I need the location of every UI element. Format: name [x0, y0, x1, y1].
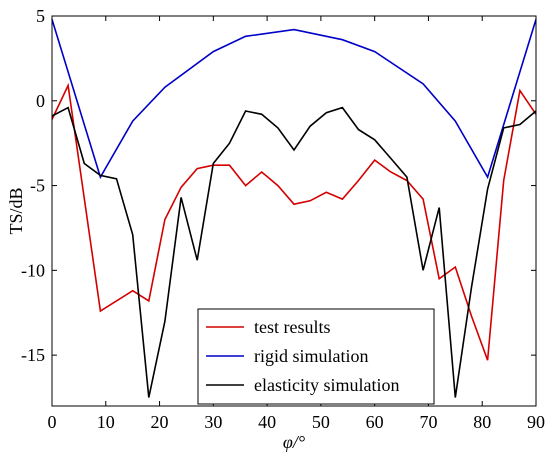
y-tick-label: -10 [21, 260, 45, 280]
y-tick-label: 0 [36, 91, 45, 111]
y-axis-label: TS/dB [6, 187, 26, 234]
x-tick-label: 80 [473, 412, 491, 432]
series-line-3 [51, 106, 537, 398]
legend-label-2: rigid simulation [254, 346, 369, 366]
series-line-2 [51, 19, 537, 180]
y-tick-label: 5 [36, 6, 45, 26]
y-tick-label: -15 [21, 345, 45, 365]
legend-label-3: elasticity simulation [254, 375, 399, 395]
plot-frame [51, 15, 537, 407]
x-tick-label: 60 [366, 412, 384, 432]
x-tick-label: 40 [258, 412, 276, 432]
y-tick-label: -5 [30, 176, 45, 196]
x-tick-label: 50 [312, 412, 330, 432]
x-axis-label: φ/° [283, 432, 305, 452]
legend-label-1: test results [254, 317, 331, 337]
x-tick-label: 10 [97, 412, 115, 432]
series-line-1 [51, 82, 537, 361]
x-tick-label: 20 [151, 412, 169, 432]
x-tick-label: 70 [419, 412, 437, 432]
legend-items: test results rigid simulation elasticity s… [206, 317, 399, 395]
x-tick-label: 0 [48, 412, 57, 432]
x-tick-label: 90 [527, 412, 545, 432]
legend: test results rigid simulation elasticity s… [197, 308, 435, 405]
series-layer [51, 19, 537, 398]
x-tick-label: 30 [204, 412, 222, 432]
